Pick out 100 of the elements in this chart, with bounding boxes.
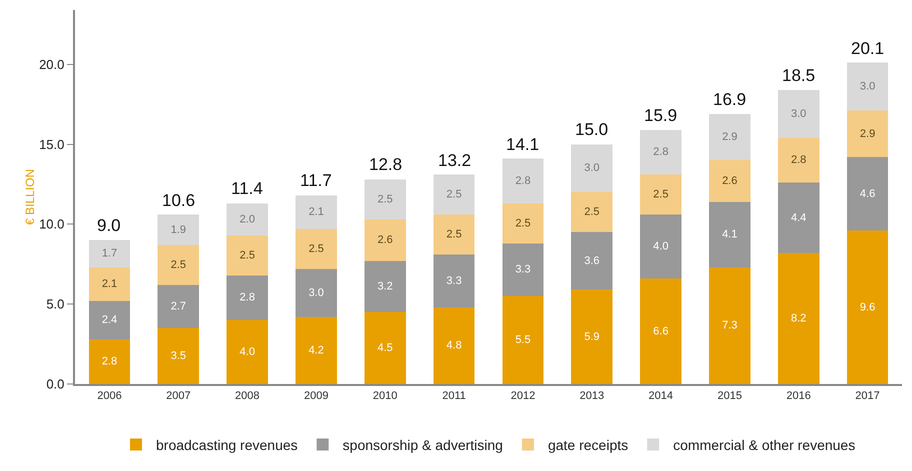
bar [296, 268, 337, 317]
bar [158, 328, 200, 384]
total-label: 20.1 [851, 39, 884, 58]
y-tick-label: 0.0 [46, 376, 64, 392]
data-label: 2.1 [308, 206, 324, 218]
bar [296, 316, 337, 384]
bar [226, 275, 268, 320]
total-label: 16.9 [713, 90, 746, 109]
y-axis-title: € BILLION [23, 168, 38, 226]
bar [433, 174, 475, 215]
total-label: 12.8 [369, 155, 402, 174]
bar [226, 203, 268, 236]
data-label: 4.0 [240, 346, 255, 358]
bar [502, 203, 544, 244]
bar [502, 158, 544, 204]
data-label: 2.8 [653, 146, 668, 158]
bar [364, 219, 406, 261]
bar [709, 114, 750, 160]
bar [226, 320, 268, 384]
x-tick-label: 2007 [166, 390, 191, 402]
bar [296, 195, 337, 229]
legend-label: commercial & other revenues [673, 436, 856, 453]
data-label: 4.1 [722, 228, 738, 241]
data-label: 1.9 [170, 224, 186, 236]
y-tick-label: 15.0 [39, 136, 64, 152]
total-label: 15.9 [644, 106, 678, 125]
data-label: 2.5 [377, 193, 393, 206]
data-label: 2.5 [653, 188, 668, 201]
data-label: 4.2 [308, 344, 324, 356]
data-label: 2.8 [790, 154, 806, 166]
legend-label: gate receipts [548, 436, 628, 453]
data-label: 2.6 [722, 175, 738, 188]
bar [296, 228, 337, 269]
x-tick-label: 2006 [97, 390, 122, 402]
data-label: 4.8 [446, 340, 462, 352]
x-tick-label: 2010 [372, 390, 398, 402]
data-label: 9.6 [860, 301, 876, 314]
bar [226, 235, 268, 276]
data-label: 5.5 [515, 334, 531, 346]
bar [778, 252, 820, 384]
data-label: 2.5 [240, 249, 255, 262]
bar [778, 90, 820, 138]
bar [502, 296, 544, 384]
bar [433, 214, 475, 255]
bar [778, 182, 820, 253]
bar [364, 312, 406, 384]
x-tick-label: 2011 [442, 390, 466, 402]
data-label: 4.4 [790, 212, 806, 224]
data-label: 2.5 [170, 258, 186, 271]
bar [846, 157, 888, 231]
data-label: 4.6 [860, 188, 876, 200]
bar [846, 230, 888, 384]
y-tick-label: 20.0 [39, 56, 64, 72]
bar [158, 284, 200, 328]
data-label: 3.0 [860, 80, 876, 93]
total-label: 11.4 [231, 179, 263, 198]
x-tick-label: 2017 [855, 390, 880, 402]
bar [364, 260, 406, 312]
x-tick-label: 2009 [304, 390, 328, 402]
data-label: 2.5 [515, 217, 531, 230]
data-label: 2.5 [584, 206, 600, 218]
y-tick-label: 10.0 [39, 216, 64, 232]
total-label: 18.5 [782, 66, 816, 85]
total-label: 11.7 [300, 171, 332, 190]
data-label: 6.6 [653, 325, 668, 338]
data-label: 3.6 [584, 254, 600, 267]
data-label: 8.2 [790, 312, 806, 324]
bar [158, 244, 200, 285]
x-tick-label: 2008 [235, 390, 260, 402]
bar [88, 300, 130, 340]
bar [88, 240, 130, 268]
data-label: 2.8 [102, 356, 118, 368]
x-tick-label: 2012 [510, 390, 536, 402]
data-label: 3.0 [308, 286, 324, 299]
data-label: 2.6 [377, 234, 393, 246]
bar [433, 254, 475, 308]
bar [846, 110, 888, 158]
data-label: 1.7 [102, 248, 118, 260]
x-tick-label: 2016 [786, 390, 811, 402]
bar [88, 267, 130, 301]
data-label: 2.0 [240, 213, 255, 226]
total-label: 15.0 [575, 120, 608, 139]
bar [640, 130, 682, 175]
bar [571, 290, 613, 384]
bar [364, 179, 406, 220]
data-label: 7.3 [722, 320, 738, 332]
bar [778, 138, 820, 183]
data-label: 2.9 [860, 128, 876, 140]
data-label: 2.5 [446, 228, 462, 241]
bar [709, 160, 750, 202]
total-label: 9.0 [97, 216, 121, 235]
bar [640, 278, 682, 384]
bar [846, 62, 888, 111]
data-label: 3.3 [515, 264, 531, 276]
bar [158, 214, 200, 245]
data-label: 3.0 [790, 108, 806, 120]
legend-label: broadcasting revenues [156, 436, 298, 453]
data-label: 2.7 [170, 300, 186, 312]
data-label: 4.5 [377, 342, 393, 354]
bar [88, 339, 130, 384]
